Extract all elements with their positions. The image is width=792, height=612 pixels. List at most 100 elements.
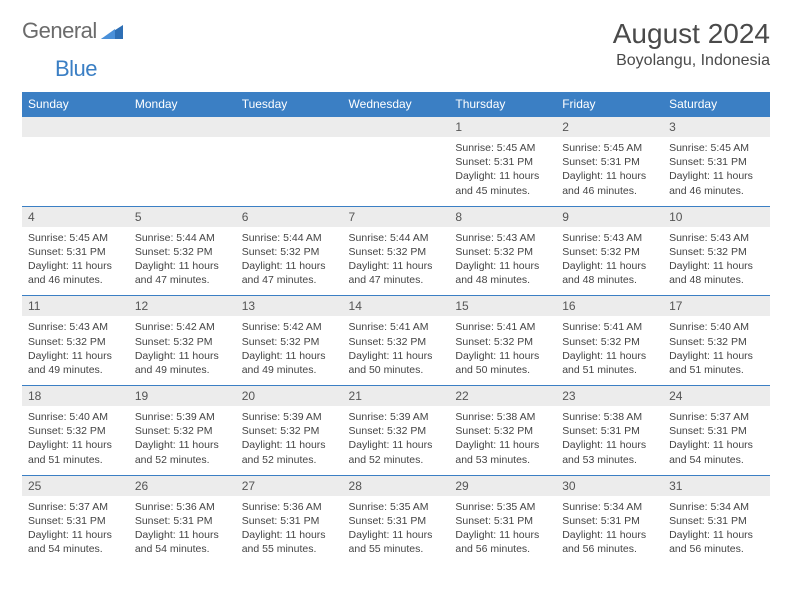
day-number-cell: 2 — [556, 117, 663, 138]
day-number-row: 18192021222324 — [22, 386, 770, 407]
sunrise-text: Sunrise: 5:45 AM — [669, 141, 764, 155]
sunset-text: Sunset: 5:32 PM — [349, 424, 444, 438]
day-number-cell: 16 — [556, 296, 663, 317]
daylight-text: Daylight: 11 hours and 52 minutes. — [135, 438, 230, 466]
day-content-cell: Sunrise: 5:34 AMSunset: 5:31 PMDaylight:… — [663, 496, 770, 565]
daylight-text: Daylight: 11 hours and 52 minutes. — [242, 438, 337, 466]
day-content-cell: Sunrise: 5:35 AMSunset: 5:31 PMDaylight:… — [449, 496, 556, 565]
calendar-body: 123Sunrise: 5:45 AMSunset: 5:31 PMDaylig… — [22, 117, 770, 565]
day-content-cell: Sunrise: 5:42 AMSunset: 5:32 PMDaylight:… — [236, 316, 343, 385]
day-content-cell: Sunrise: 5:41 AMSunset: 5:32 PMDaylight:… — [556, 316, 663, 385]
daylight-text: Daylight: 11 hours and 55 minutes. — [242, 528, 337, 556]
sunrise-text: Sunrise: 5:42 AM — [242, 320, 337, 334]
daylight-text: Daylight: 11 hours and 46 minutes. — [562, 169, 657, 197]
sunrise-text: Sunrise: 5:37 AM — [28, 500, 123, 514]
sunrise-text: Sunrise: 5:43 AM — [562, 231, 657, 245]
day-number-cell: 3 — [663, 117, 770, 138]
day-content-cell: Sunrise: 5:45 AMSunset: 5:31 PMDaylight:… — [449, 137, 556, 206]
day-number-cell: 26 — [129, 475, 236, 496]
day-number-cell: 25 — [22, 475, 129, 496]
day-content-cell — [343, 137, 450, 206]
day-content-cell: Sunrise: 5:39 AMSunset: 5:32 PMDaylight:… — [236, 406, 343, 475]
day-content-cell: Sunrise: 5:45 AMSunset: 5:31 PMDaylight:… — [556, 137, 663, 206]
sunrise-text: Sunrise: 5:34 AM — [669, 500, 764, 514]
daylight-text: Daylight: 11 hours and 50 minutes. — [455, 349, 550, 377]
sunset-text: Sunset: 5:31 PM — [242, 514, 337, 528]
day-number-cell: 1 — [449, 117, 556, 138]
day-content-cell — [129, 137, 236, 206]
sunrise-text: Sunrise: 5:37 AM — [669, 410, 764, 424]
daylight-text: Daylight: 11 hours and 51 minutes. — [669, 349, 764, 377]
day-number-cell: 24 — [663, 386, 770, 407]
day-number-cell: 10 — [663, 206, 770, 227]
sunrise-text: Sunrise: 5:36 AM — [242, 500, 337, 514]
sunrise-text: Sunrise: 5:36 AM — [135, 500, 230, 514]
day-number-cell: 21 — [343, 386, 450, 407]
weekday-header: Saturday — [663, 92, 770, 117]
day-content-row: Sunrise: 5:37 AMSunset: 5:31 PMDaylight:… — [22, 496, 770, 565]
daylight-text: Daylight: 11 hours and 47 minutes. — [135, 259, 230, 287]
day-number-cell: 27 — [236, 475, 343, 496]
sunrise-text: Sunrise: 5:38 AM — [455, 410, 550, 424]
daylight-text: Daylight: 11 hours and 49 minutes. — [135, 349, 230, 377]
month-title: August 2024 — [613, 18, 770, 50]
weekday-header: Sunday — [22, 92, 129, 117]
sunset-text: Sunset: 5:31 PM — [455, 155, 550, 169]
sunset-text: Sunset: 5:32 PM — [562, 245, 657, 259]
day-number-cell: 31 — [663, 475, 770, 496]
daylight-text: Daylight: 11 hours and 52 minutes. — [349, 438, 444, 466]
sunset-text: Sunset: 5:31 PM — [562, 155, 657, 169]
sunrise-text: Sunrise: 5:45 AM — [28, 231, 123, 245]
sunrise-text: Sunrise: 5:35 AM — [349, 500, 444, 514]
weekday-header: Tuesday — [236, 92, 343, 117]
day-content-cell: Sunrise: 5:36 AMSunset: 5:31 PMDaylight:… — [129, 496, 236, 565]
weekday-header: Monday — [129, 92, 236, 117]
sunrise-text: Sunrise: 5:38 AM — [562, 410, 657, 424]
day-content-cell: Sunrise: 5:38 AMSunset: 5:31 PMDaylight:… — [556, 406, 663, 475]
daylight-text: Daylight: 11 hours and 47 minutes. — [349, 259, 444, 287]
sunset-text: Sunset: 5:32 PM — [455, 335, 550, 349]
sunset-text: Sunset: 5:32 PM — [28, 335, 123, 349]
daylight-text: Daylight: 11 hours and 49 minutes. — [28, 349, 123, 377]
day-number-cell — [236, 117, 343, 138]
sunset-text: Sunset: 5:32 PM — [455, 245, 550, 259]
day-content-cell: Sunrise: 5:38 AMSunset: 5:32 PMDaylight:… — [449, 406, 556, 475]
day-number-cell — [129, 117, 236, 138]
sunset-text: Sunset: 5:31 PM — [135, 514, 230, 528]
daylight-text: Daylight: 11 hours and 56 minutes. — [669, 528, 764, 556]
day-content-cell: Sunrise: 5:44 AMSunset: 5:32 PMDaylight:… — [236, 227, 343, 296]
daylight-text: Daylight: 11 hours and 54 minutes. — [28, 528, 123, 556]
day-number-cell: 6 — [236, 206, 343, 227]
sunrise-text: Sunrise: 5:40 AM — [669, 320, 764, 334]
day-content-cell: Sunrise: 5:39 AMSunset: 5:32 PMDaylight:… — [129, 406, 236, 475]
sunset-text: Sunset: 5:32 PM — [669, 335, 764, 349]
sunrise-text: Sunrise: 5:42 AM — [135, 320, 230, 334]
day-number-cell: 30 — [556, 475, 663, 496]
day-number-cell: 12 — [129, 296, 236, 317]
sunset-text: Sunset: 5:31 PM — [669, 514, 764, 528]
daylight-text: Daylight: 11 hours and 56 minutes. — [562, 528, 657, 556]
sunrise-text: Sunrise: 5:44 AM — [242, 231, 337, 245]
brand-text-general: General — [22, 18, 97, 44]
sunrise-text: Sunrise: 5:43 AM — [28, 320, 123, 334]
day-content-cell: Sunrise: 5:37 AMSunset: 5:31 PMDaylight:… — [663, 406, 770, 475]
day-number-cell: 11 — [22, 296, 129, 317]
daylight-text: Daylight: 11 hours and 56 minutes. — [455, 528, 550, 556]
day-number-cell: 28 — [343, 475, 450, 496]
sunset-text: Sunset: 5:32 PM — [349, 335, 444, 349]
sunrise-text: Sunrise: 5:45 AM — [562, 141, 657, 155]
brand-text-blue: Blue — [55, 56, 97, 81]
sunrise-text: Sunrise: 5:39 AM — [135, 410, 230, 424]
day-content-cell: Sunrise: 5:35 AMSunset: 5:31 PMDaylight:… — [343, 496, 450, 565]
day-number-cell: 9 — [556, 206, 663, 227]
sunset-text: Sunset: 5:32 PM — [242, 335, 337, 349]
sunset-text: Sunset: 5:31 PM — [669, 424, 764, 438]
sunset-text: Sunset: 5:32 PM — [28, 424, 123, 438]
day-content-cell — [22, 137, 129, 206]
sunset-text: Sunset: 5:31 PM — [28, 245, 123, 259]
daylight-text: Daylight: 11 hours and 55 minutes. — [349, 528, 444, 556]
day-content-cell: Sunrise: 5:43 AMSunset: 5:32 PMDaylight:… — [556, 227, 663, 296]
day-content-cell: Sunrise: 5:40 AMSunset: 5:32 PMDaylight:… — [22, 406, 129, 475]
sunrise-text: Sunrise: 5:40 AM — [28, 410, 123, 424]
sunrise-text: Sunrise: 5:34 AM — [562, 500, 657, 514]
